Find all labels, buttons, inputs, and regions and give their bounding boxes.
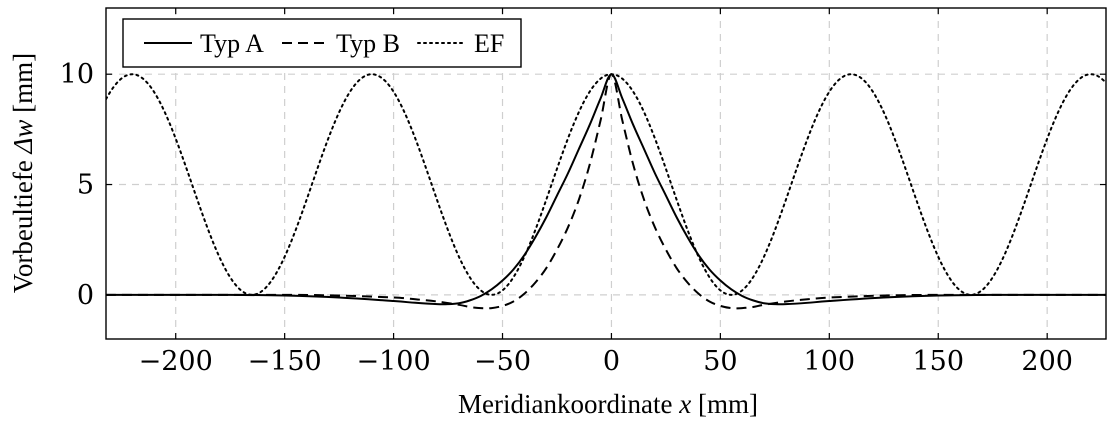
legend-label-typ-b: Typ B (336, 29, 400, 58)
axis-ticks: −200 −150 −100 −50 0 50 100 150 200 0 5 10 (60, 8, 1106, 377)
series-layer (106, 73, 1106, 310)
y-tick-label: 10 (60, 59, 94, 90)
x-axis-label: Meridiankoordinate x [mm] (458, 389, 758, 419)
series-line-ef (106, 73, 1106, 296)
x-tick-label: 100 (804, 346, 856, 377)
y-tick-label: 0 (77, 280, 94, 311)
y-axis-label: Vorbeultiefe Δw [mm] (8, 53, 38, 293)
x-tick-label: 200 (1021, 346, 1073, 377)
series-line-typ-b (106, 73, 1106, 310)
y-tick-label: 5 (77, 170, 94, 201)
x-tick-label: 50 (703, 346, 737, 377)
x-tick-label: 0 (603, 346, 620, 377)
series-line-typ-a (106, 73, 1106, 306)
x-tick-label: 150 (912, 346, 964, 377)
legend: Typ A Typ B EF (122, 18, 522, 68)
plot-frame (105, 7, 1107, 340)
x-tick-label: −50 (474, 346, 531, 377)
legend-label-typ-a: Typ A (200, 29, 264, 58)
x-tick-label: −150 (248, 346, 322, 377)
x-tick-label: −200 (139, 346, 213, 377)
x-tick-label: −100 (356, 346, 430, 377)
legend-label-ef: EF (474, 29, 504, 58)
